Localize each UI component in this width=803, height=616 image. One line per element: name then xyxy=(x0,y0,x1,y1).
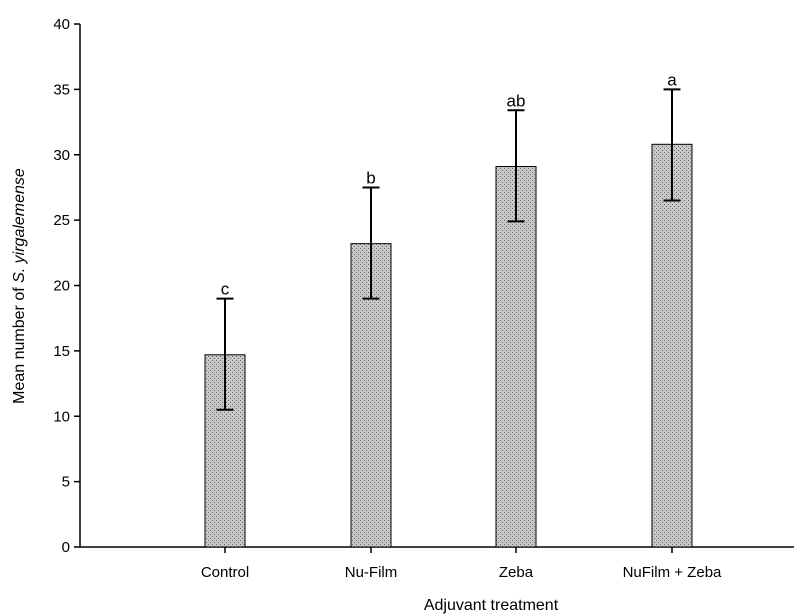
x-axis-title: Adjuvant treatment xyxy=(424,597,559,614)
y-tick-label: 10 xyxy=(53,408,70,425)
y-axis-title-species: S. yirgalemense xyxy=(11,168,28,283)
bar xyxy=(495,166,537,548)
y-tick-label: 25 xyxy=(53,212,70,229)
x-tick-label: Control xyxy=(201,564,249,581)
significance-letter: a xyxy=(667,70,677,89)
x-tick-label: Nu-Film xyxy=(345,564,398,581)
error-bars-group xyxy=(216,88,681,411)
y-tick-label: 15 xyxy=(53,343,70,360)
significance-letter: c xyxy=(221,280,230,299)
y-tick-label: 0 xyxy=(62,539,70,556)
significance-letters-group: c b ab a xyxy=(221,70,678,298)
y-tick-label: 40 xyxy=(53,16,70,33)
x-axis: Control Nu-Film Zeba NuFilm + Zeba xyxy=(80,546,794,581)
significance-letter: b xyxy=(366,168,375,187)
x-tick-label: Zeba xyxy=(499,564,534,581)
significance-letter: ab xyxy=(507,91,526,110)
y-tick-label: 35 xyxy=(53,81,70,98)
x-tick-label: NuFilm + Zeba xyxy=(623,564,722,581)
y-tick-label: 20 xyxy=(53,278,70,295)
bar xyxy=(651,143,693,548)
y-axis-title-prefix: Mean number of xyxy=(11,283,28,404)
y-tick-label: 5 xyxy=(62,474,70,491)
y-tick-label: 30 xyxy=(53,147,70,164)
y-axis: 0 5 10 15 20 25 30 35 40 xyxy=(53,16,81,556)
bars-group xyxy=(204,143,693,548)
y-axis-title: Mean number of S. yirgalemense xyxy=(11,168,28,404)
